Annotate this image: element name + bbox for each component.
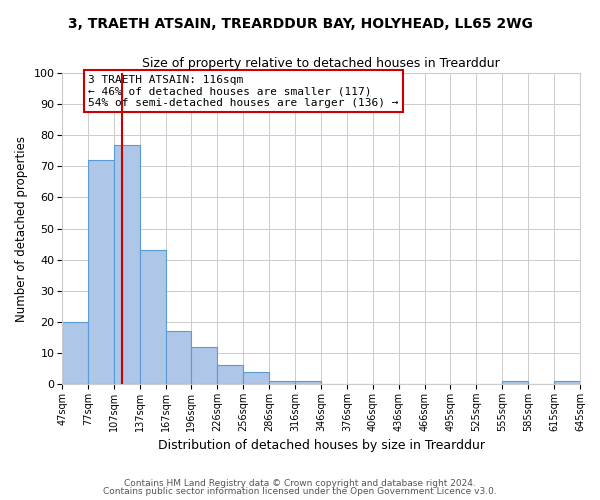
Bar [243,372,269,384]
Text: 3, TRAETH ATSAIN, TREARDDUR BAY, HOLYHEAD, LL65 2WG: 3, TRAETH ATSAIN, TREARDDUR BAY, HOLYHEA… [68,18,532,32]
Bar [62,322,88,384]
Text: 3 TRAETH ATSAIN: 116sqm
← 46% of detached houses are smaller (117)
54% of semi-d: 3 TRAETH ATSAIN: 116sqm ← 46% of detache… [88,74,398,108]
Bar [88,160,114,384]
Text: Contains HM Land Registry data © Crown copyright and database right 2024.: Contains HM Land Registry data © Crown c… [124,478,476,488]
Text: Contains public sector information licensed under the Open Government Licence v3: Contains public sector information licen… [103,487,497,496]
Bar [269,381,295,384]
Bar [166,331,191,384]
Bar [502,381,528,384]
Bar [191,346,217,384]
Bar [114,144,140,384]
Bar [140,250,166,384]
Title: Size of property relative to detached houses in Trearddur: Size of property relative to detached ho… [142,58,500,70]
Bar [554,381,580,384]
Bar [295,381,321,384]
Y-axis label: Number of detached properties: Number of detached properties [15,136,28,322]
Bar [217,366,243,384]
X-axis label: Distribution of detached houses by size in Trearddur: Distribution of detached houses by size … [158,440,485,452]
